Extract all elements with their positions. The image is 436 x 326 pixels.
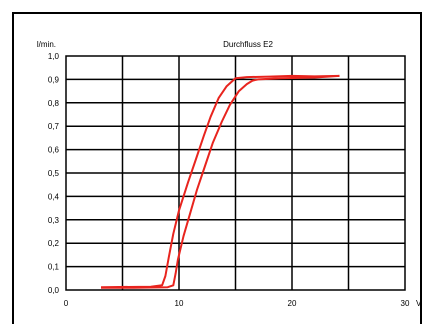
x-axis-label: V (416, 299, 422, 308)
y-tick-label: 1,0 (48, 52, 60, 61)
series-line-2 (101, 74, 340, 289)
y-tick-label: 0,6 (48, 146, 60, 155)
chart-title: Durchfluss E2 (223, 40, 273, 49)
y-tick-label: 0,3 (48, 216, 60, 225)
x-tick-label: 20 (288, 299, 297, 308)
y-tick-label: 0,5 (48, 169, 60, 178)
y-tick-label: 0,9 (48, 75, 60, 84)
series-line-1 (100, 74, 340, 289)
y-tick-label: 0,1 (48, 263, 60, 272)
chart-frame: Durchfluss E2 l/min. V 0,0 0,1 0,2 0,3 0,4 0,… (12, 12, 422, 324)
y-tick-label: 0,8 (48, 99, 60, 108)
y-axis-label: l/min. (37, 40, 56, 49)
line-chart: Durchfluss E2 l/min. V 0,0 0,1 0,2 0,3 0,4 0,… (37, 40, 422, 308)
y-tick-label: 0,2 (48, 239, 60, 248)
plot-area-border (65, 55, 406, 291)
y-tick-label: 0,0 (48, 286, 60, 295)
y-tick-label: 0,4 (48, 192, 60, 201)
x-tick-label: 0 (64, 299, 69, 308)
x-tick-label: 10 (175, 299, 184, 308)
x-tick-label: 30 (401, 299, 410, 308)
y-tick-label: 0,7 (48, 122, 60, 131)
